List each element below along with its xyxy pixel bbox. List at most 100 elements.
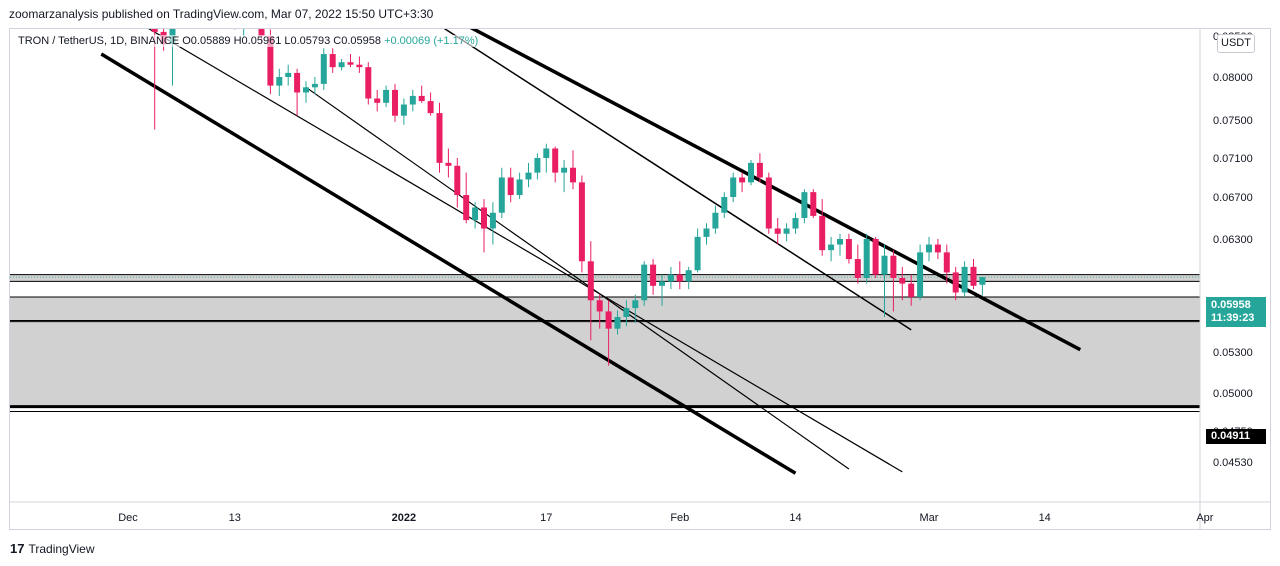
candle-down[interactable] — [765, 177, 772, 229]
candle-up[interactable] — [694, 236, 701, 271]
candle-down[interactable] — [258, 29, 265, 36]
mid-lower-channel-line[interactable] — [101, 29, 903, 473]
y-tick-label: 0.07100 — [1213, 153, 1253, 165]
candle-down[interactable] — [374, 98, 381, 103]
candle-up[interactable] — [285, 72, 292, 77]
candle-up[interactable] — [623, 308, 630, 317]
candle-up[interactable] — [881, 255, 888, 275]
candle-down[interactable] — [445, 162, 452, 166]
candle-up[interactable] — [543, 148, 550, 159]
candle-down[interactable] — [294, 72, 301, 93]
candle-down[interactable] — [418, 95, 425, 102]
candle-up[interactable] — [498, 177, 505, 213]
inner-lower-channel-line[interactable] — [305, 86, 850, 470]
major-support-zone — [10, 321, 1200, 407]
legend-ohlc: O0.05889 H0.05961 L0.05793 C0.05958 — [182, 35, 382, 47]
candle-up[interactable] — [979, 277, 986, 285]
candle-down[interactable] — [463, 195, 470, 221]
legend-symbol[interactable]: TRON / TetherUS, 1D, BINANCE — [18, 35, 180, 47]
candle-down[interactable] — [392, 89, 398, 116]
candle-up[interactable] — [409, 95, 416, 105]
candle-up[interactable] — [338, 62, 345, 68]
x-tick-label: Apr — [1196, 512, 1213, 524]
inner-upper-channel-line[interactable] — [342, 29, 912, 331]
last-price-value: 0.05958 — [1211, 299, 1251, 311]
candle-down[interactable] — [845, 239, 852, 260]
candle-up[interactable] — [961, 266, 968, 293]
tradingview-brand[interactable]: 17 TradingView — [10, 541, 95, 556]
candle-up[interactable] — [926, 244, 932, 253]
candle-up[interactable] — [783, 228, 790, 234]
currency-button[interactable]: USDT — [1217, 34, 1255, 53]
candle-up[interactable] — [614, 317, 621, 329]
candle-down[interactable] — [347, 62, 354, 65]
candle-up[interactable] — [659, 281, 665, 286]
candle-down[interactable] — [819, 215, 826, 251]
candle-down[interactable] — [943, 252, 950, 273]
candle-down[interactable] — [908, 283, 915, 297]
candle-down[interactable] — [507, 177, 514, 196]
candle-up[interactable] — [748, 162, 754, 183]
candle-up[interactable] — [276, 77, 283, 86]
candle-up[interactable] — [400, 104, 407, 116]
candle-down[interactable] — [329, 54, 336, 68]
candle-down[interactable] — [970, 266, 977, 286]
candle-up[interactable] — [311, 83, 318, 88]
candle-up[interactable] — [801, 192, 808, 218]
last-price-tag: 0.05958 11:39:23 — [1206, 297, 1266, 327]
candle-up[interactable] — [703, 228, 710, 237]
candle-up[interactable] — [792, 218, 799, 229]
candle-up[interactable] — [863, 239, 870, 278]
candle-down[interactable] — [872, 239, 879, 275]
candle-down[interactable] — [899, 278, 906, 284]
candle-down[interactable] — [934, 244, 941, 253]
candle-down[interactable] — [552, 148, 559, 173]
outer-lower-channel-line[interactable] — [100, 52, 797, 475]
published-line: zoomarzanalysis published on TradingView… — [9, 7, 434, 21]
candle-down[interactable] — [605, 311, 612, 329]
candle-down[interactable] — [854, 259, 861, 278]
candle-up[interactable] — [320, 54, 327, 84]
candle-down[interactable] — [952, 272, 959, 293]
x-tick-label: Mar — [920, 512, 939, 524]
candle-up[interactable] — [534, 158, 541, 173]
candle-up[interactable] — [472, 207, 479, 221]
candle-down[interactable] — [596, 300, 603, 312]
candle-down[interactable] — [756, 162, 763, 178]
candle-up[interactable] — [685, 270, 692, 282]
candle-up[interactable] — [712, 212, 719, 229]
candle-down[interactable] — [481, 207, 487, 229]
candle-down[interactable] — [774, 228, 781, 234]
candle-up[interactable] — [828, 244, 835, 251]
candle-up[interactable] — [383, 89, 390, 103]
candle-up[interactable] — [489, 212, 496, 229]
candle-up[interactable] — [561, 167, 568, 173]
candle-down[interactable] — [356, 64, 363, 68]
candle-down[interactable] — [454, 165, 461, 196]
candle-up[interactable] — [837, 239, 843, 245]
candle-up[interactable] — [632, 300, 639, 309]
candle-down[interactable] — [267, 36, 274, 86]
candle-down[interactable] — [676, 274, 683, 282]
candle-down[interactable] — [739, 177, 746, 183]
price-chart[interactable]: 0.085000.080000.075000.071000.067000.063… — [10, 29, 1270, 529]
candle-up[interactable] — [721, 197, 728, 213]
candle-down[interactable] — [578, 182, 585, 262]
candle-down[interactable] — [365, 67, 372, 99]
candle-down[interactable] — [436, 113, 443, 163]
candle-down[interactable] — [890, 255, 897, 278]
candle-down[interactable] — [151, 29, 158, 32]
candle-down[interactable] — [810, 192, 817, 216]
candle-up[interactable] — [525, 172, 532, 180]
candle-up[interactable] — [667, 274, 674, 282]
candle-up[interactable] — [917, 252, 924, 297]
candle-up[interactable] — [730, 177, 737, 198]
candle-down[interactable] — [570, 167, 576, 183]
candle-up[interactable] — [516, 179, 523, 196]
candle-down[interactable] — [427, 101, 434, 114]
candle-up[interactable] — [641, 264, 648, 301]
candle-up[interactable] — [303, 87, 309, 93]
candle-down[interactable] — [650, 264, 657, 286]
candle-down[interactable] — [587, 261, 594, 301]
x-tick-label: 17 — [540, 512, 552, 524]
